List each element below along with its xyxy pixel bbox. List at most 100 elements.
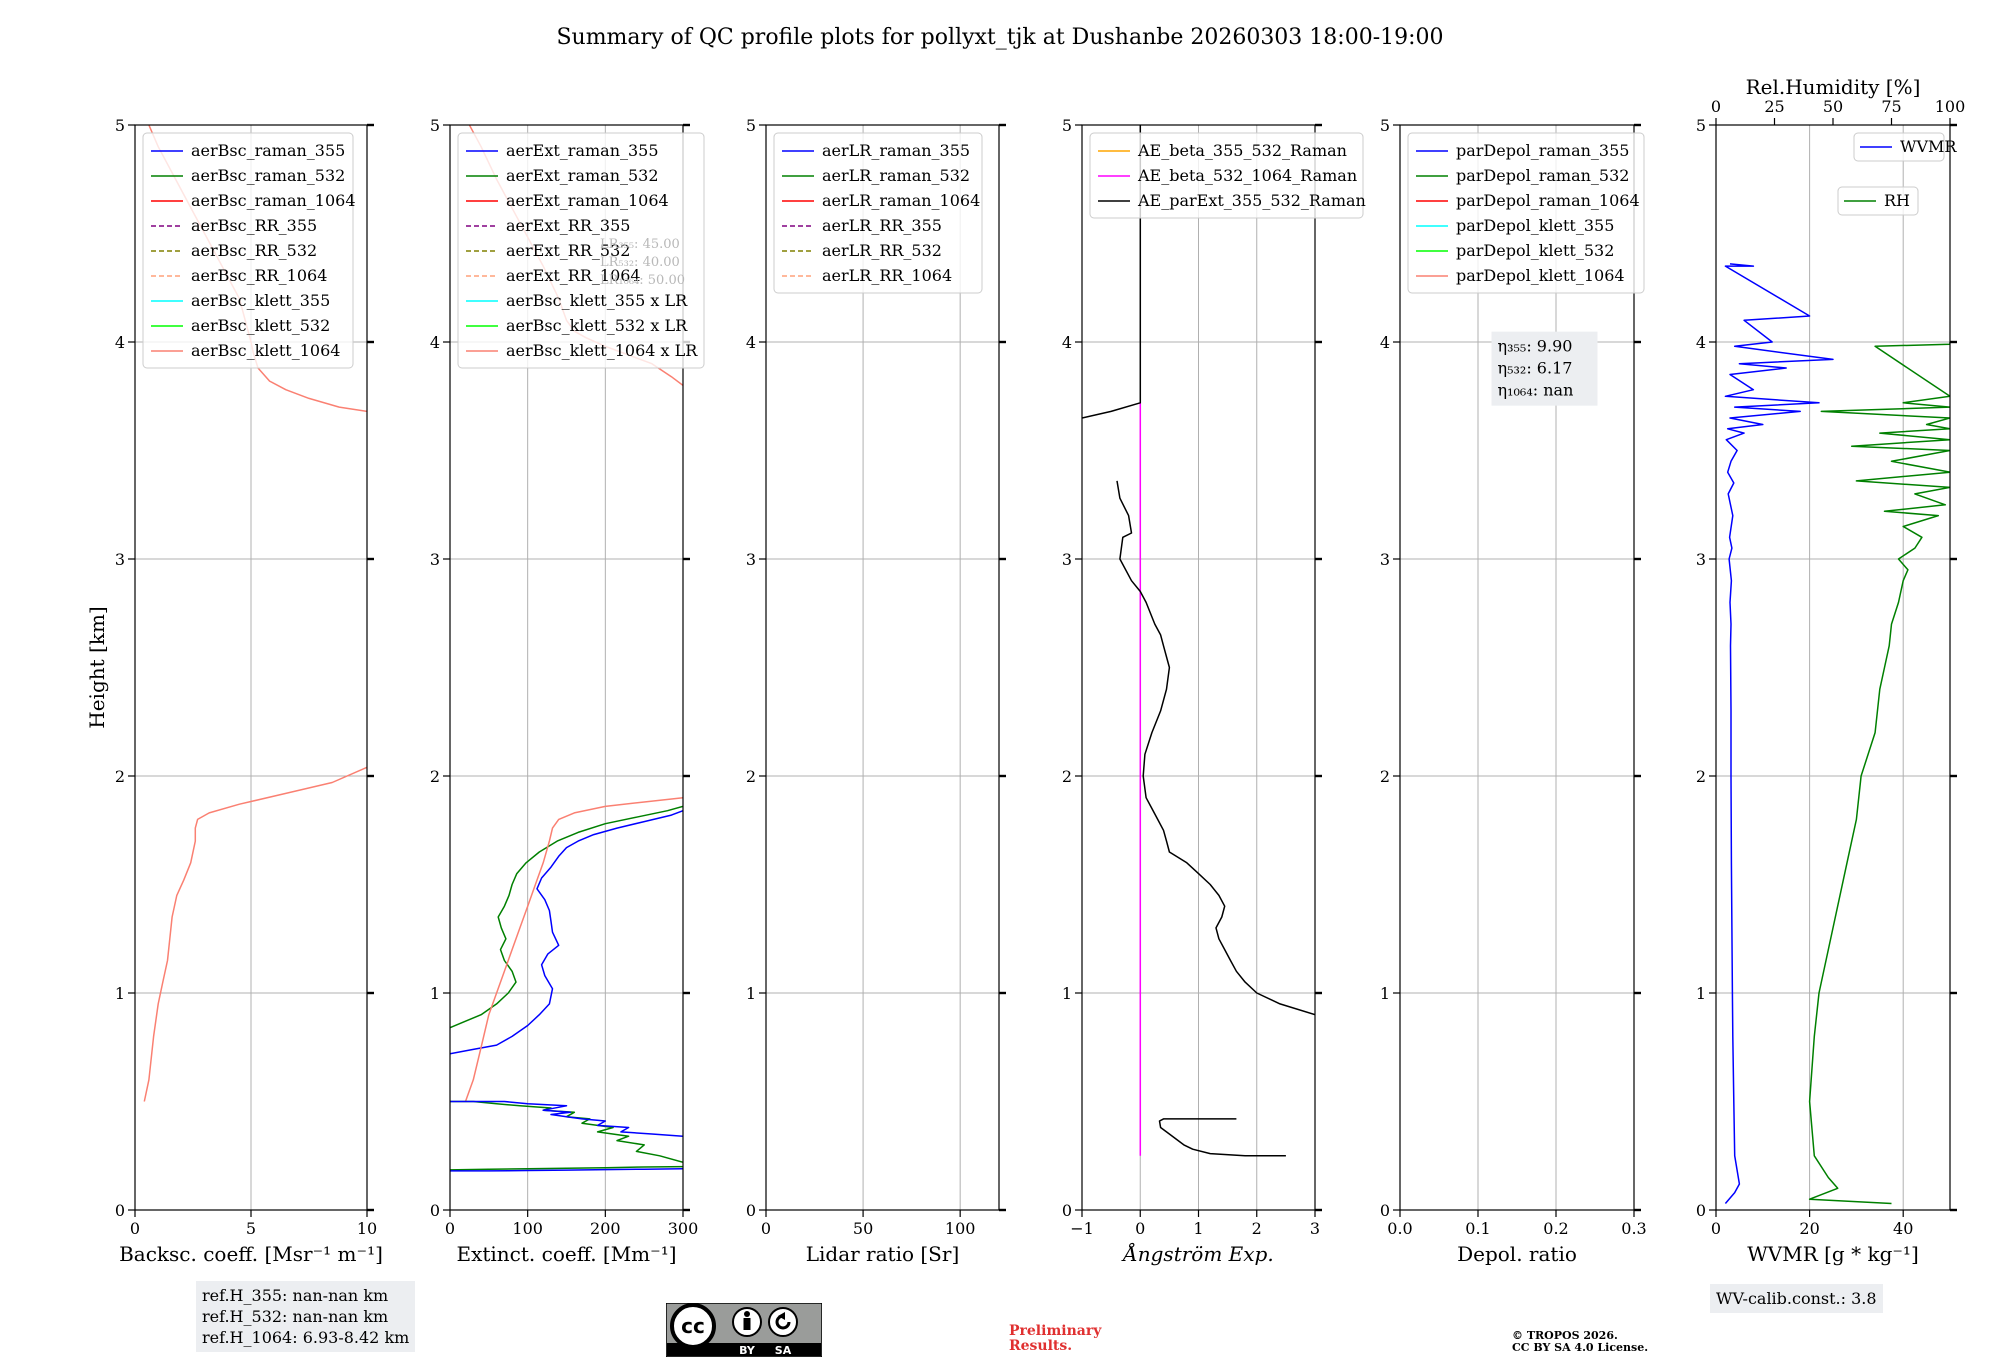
x-tick-label: 1 <box>1193 1219 1203 1238</box>
y-tick-label: 4 <box>1062 333 1072 352</box>
x-tick-label: 0 <box>1135 1219 1145 1238</box>
legend-box <box>1089 132 1364 219</box>
legend-entry: aerBsc_RR_1064 <box>191 266 327 285</box>
series-line-aerExt_raman_355 <box>450 809 683 1055</box>
legend-entry: AE_beta_355_532_Raman <box>1137 141 1347 160</box>
legend: parDepol_raman_355 parDepol_raman_532 parD… <box>1407 132 1645 294</box>
eta-label: η₁₀₆₄: nan <box>1498 381 1574 400</box>
eta-box <box>1491 331 1598 406</box>
series-line-blue <box>450 1100 683 1137</box>
legend-box <box>1837 186 1919 216</box>
legend: aerBsc_raman_355 aerBsc_raman_532 aerBsc_r… <box>142 132 356 369</box>
legend-entry: AE_parExt_355_532_Raman <box>1137 191 1366 210</box>
y-tick-label: 0 <box>430 1201 440 1220</box>
series-line-green <box>450 1100 683 1164</box>
legend-entry: aerExt_raman_1064 <box>506 191 669 210</box>
legend-entry: aerBsc_raman_355 <box>191 141 345 160</box>
legend-entry: aerBsc_klett_1064 x LR <box>506 341 698 360</box>
legend-entry: aerLR_RR_1064 <box>822 266 952 285</box>
series-line-AE_parExt_355_532_Raman <box>1158 1118 1286 1157</box>
legend-entry: aerBsc_raman_532 <box>191 166 345 185</box>
series-line-black <box>1082 125 1142 419</box>
y-tick-label: 4 <box>1696 333 1706 352</box>
legend-entry: aerBsc_RR_532 <box>191 241 317 260</box>
y-tick-label: 0 <box>1062 1201 1072 1220</box>
wv-calibration-box: WV-calib.const.: 3.8 <box>1710 1284 1883 1313</box>
eta-label: η₃₅₅: 9.90 <box>1498 337 1573 356</box>
y-tick-label: 0 <box>1696 1201 1706 1220</box>
copyright-note: © TROPOS 2026. CC BY SA 4.0 License. <box>1512 1330 1648 1354</box>
legend-entry: aerLR_RR_532 <box>822 241 942 260</box>
y-tick-label: 2 <box>1696 767 1706 786</box>
y-tick-label: 5 <box>1696 116 1706 135</box>
x-tick-label: 10 <box>357 1219 377 1238</box>
lr-label: LR₅₃₂: 40.00 <box>600 255 680 270</box>
preliminary-line-1: Preliminary <box>1009 1323 1102 1339</box>
y-tick-label: 5 <box>1380 116 1390 135</box>
y-tick-label: 0 <box>115 1201 125 1220</box>
axes-frame <box>765 124 1000 1211</box>
legend-entry: parDepol_raman_355 <box>1456 141 1629 160</box>
legend-entry: aerExt_RR_532 <box>506 241 630 260</box>
cc-license-badge: cc BY SA <box>666 1303 822 1357</box>
panel-extinction: 0 1 2 3 4 5 0 100 200 300 Extinct. coeff. [Mm⁻¹] ae… <box>430 116 705 1266</box>
eta-label: η₅₃₂: 6.17 <box>1498 359 1573 378</box>
series-line-black <box>1116 480 1315 1016</box>
y-tick-label: 4 <box>430 333 440 352</box>
cc-logo-icon <box>670 1303 716 1349</box>
y-tick-label: 2 <box>1380 767 1390 786</box>
series-line-WVMR <box>1724 263 1834 1204</box>
x-tick-label: 300 <box>668 1219 699 1238</box>
y-tick-label: 4 <box>115 333 125 352</box>
y-tick-label: 2 <box>746 767 756 786</box>
x-tick-label: 0 <box>130 1219 140 1238</box>
legend-entry: RH <box>1884 191 1910 210</box>
y-tick-label: 5 <box>430 116 440 135</box>
x2-axis-label: Rel.Humidity [%] <box>1746 75 1921 99</box>
y-tick-label: 4 <box>746 333 756 352</box>
axes-frame <box>1715 124 1951 1211</box>
x-tick-label: 0.2 <box>1543 1219 1568 1238</box>
copyright-line-1: © TROPOS 2026. <box>1512 1329 1618 1342</box>
x-tick-label: 0.3 <box>1621 1219 1646 1238</box>
legend-box <box>457 132 705 369</box>
legend-entry: parDepol_klett_532 <box>1456 241 1614 260</box>
x2-tick-label: 100 <box>1935 97 1966 116</box>
copyright-line-2: CC BY SA 4.0 License. <box>1512 1341 1649 1354</box>
legend-entry: aerLR_raman_355 <box>822 141 970 160</box>
legend-entry: aerBsc_klett_355 <box>191 291 330 310</box>
y-tick-label: 2 <box>430 767 440 786</box>
y-tick-label: 1 <box>746 984 756 1003</box>
series-line-aerExt_raman_532 <box>450 805 683 1029</box>
x-tick-label: 0 <box>1711 1219 1721 1238</box>
legend-entry: aerBsc_klett_355 x LR <box>506 291 688 310</box>
legend-entry: aerBsc_klett_532 <box>191 316 330 335</box>
legend-wvmr: WVMR <box>1853 132 1957 162</box>
legend-entry: aerExt_RR_355 <box>506 216 630 235</box>
y-tick-label: 1 <box>115 984 125 1003</box>
series-line-blue <box>450 1168 683 1172</box>
figure-title: Summary of QC profile plots for pollyxt_… <box>556 25 1443 50</box>
x-tick-label: −1 <box>1070 1219 1094 1238</box>
x-tick-label: 0.1 <box>1465 1219 1490 1238</box>
series-line-green <box>450 1165 683 1171</box>
x-tick-label: 0 <box>445 1219 455 1238</box>
x-axis-label: Depol. ratio <box>1457 1242 1577 1266</box>
legend-entry: aerBsc_raman_1064 <box>191 191 356 210</box>
panel-backscatter: 0 1 2 3 4 5 0 5 10 Backsc. coeff. [Msr⁻¹ m⁻¹] Heig… <box>85 116 383 1266</box>
y-tick-label: 3 <box>1062 550 1072 569</box>
x-tick-label: 2 <box>1252 1219 1262 1238</box>
series-line-aerBsc_klett_1064 <box>143 766 367 1102</box>
x-axis-label: Ångström Exp. <box>1121 1241 1273 1266</box>
y-tick-label: 1 <box>430 984 440 1003</box>
cc-sa-label: SA <box>775 1344 792 1357</box>
x2-tick-label: 25 <box>1764 97 1784 116</box>
x2-tick-label: 75 <box>1881 97 1901 116</box>
legend-entry: parDepol_klett_355 <box>1456 216 1614 235</box>
x-tick-label: 100 <box>945 1219 976 1238</box>
y-tick-label: 2 <box>115 767 125 786</box>
axes-frame <box>449 124 684 1211</box>
wv-calibration-constant: WV-calib.const.: 3.8 <box>1716 1289 1877 1308</box>
